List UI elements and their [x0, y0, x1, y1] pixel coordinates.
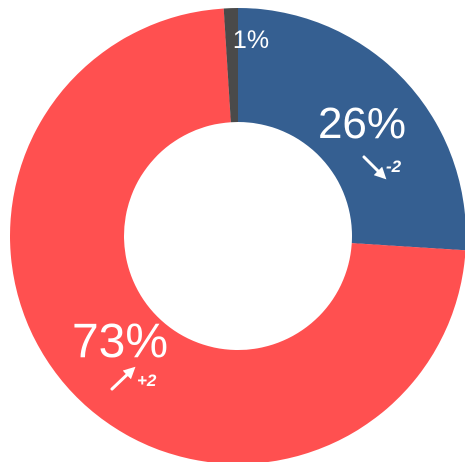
- donut-slices: [10, 8, 465, 464]
- donut-slice-1: [238, 8, 465, 251]
- slice-percent-label-2: 73%: [72, 315, 168, 368]
- trend-up-arrow-icon: [110, 366, 136, 391]
- donut-slice-3: [223, 8, 238, 123]
- slice-change-label-2: +2: [137, 371, 157, 390]
- slice-change-label-1: -2: [386, 157, 402, 176]
- donut-slice-2: [10, 8, 465, 464]
- slice-percent-label-1: 26%: [318, 99, 406, 148]
- trend-down-arrow-icon: [362, 155, 387, 180]
- donut-labels: 26% -2 73% +2 1%: [72, 26, 406, 391]
- slice-percent-label-3: 1%: [233, 26, 269, 54]
